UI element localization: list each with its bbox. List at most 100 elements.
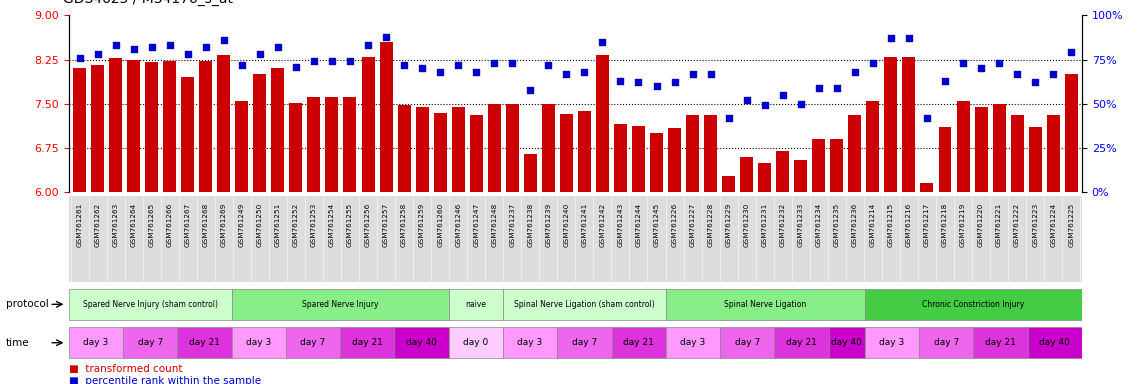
Point — [1008, 71, 1026, 77]
Text: GSM761221: GSM761221 — [996, 203, 1002, 247]
Text: GSM761236: GSM761236 — [852, 203, 858, 247]
Text: GSM761258: GSM761258 — [401, 203, 408, 247]
Point — [305, 58, 323, 65]
Text: day 7: day 7 — [137, 338, 163, 347]
Text: day 0: day 0 — [464, 338, 489, 347]
Text: GSM761248: GSM761248 — [491, 203, 497, 247]
Text: GSM761216: GSM761216 — [906, 203, 911, 247]
Point — [719, 115, 737, 121]
Point — [918, 115, 937, 121]
Point — [467, 69, 485, 75]
Bar — [488, 104, 500, 192]
Bar — [578, 111, 591, 192]
Text: GSM761227: GSM761227 — [689, 203, 695, 247]
Point — [88, 51, 106, 57]
Bar — [231, 327, 286, 358]
Text: GSM761265: GSM761265 — [149, 203, 155, 247]
Text: GSM761233: GSM761233 — [798, 203, 804, 247]
Point — [684, 71, 702, 77]
Bar — [127, 60, 140, 192]
Text: GSM761254: GSM761254 — [329, 203, 335, 247]
Bar — [416, 107, 428, 192]
Text: GSM761222: GSM761222 — [1014, 203, 1020, 247]
Point — [449, 62, 467, 68]
Point — [756, 103, 774, 109]
Text: protocol: protocol — [6, 299, 48, 310]
Bar — [253, 74, 267, 192]
Point — [702, 71, 720, 77]
Point — [882, 35, 900, 41]
Bar — [218, 55, 230, 192]
Text: GSM761253: GSM761253 — [311, 203, 317, 247]
Point — [232, 62, 251, 68]
Point — [630, 79, 648, 86]
Point — [431, 69, 449, 75]
Text: GSM761269: GSM761269 — [221, 203, 227, 247]
Text: Chronic Constriction Injury: Chronic Constriction Injury — [923, 300, 1025, 309]
Text: GSM761256: GSM761256 — [365, 203, 371, 247]
Text: GSM761239: GSM761239 — [545, 203, 551, 247]
Bar — [286, 327, 340, 358]
Text: GSM761240: GSM761240 — [563, 203, 569, 247]
Point — [737, 97, 756, 103]
Text: day 21: day 21 — [985, 338, 1016, 347]
Bar — [666, 289, 864, 320]
Bar — [864, 289, 1082, 320]
Point — [593, 39, 611, 45]
Bar — [558, 327, 611, 358]
Point — [503, 60, 521, 66]
Bar — [344, 97, 356, 192]
Point — [485, 60, 504, 66]
Text: GSM761261: GSM761261 — [77, 203, 82, 247]
Text: GSM761243: GSM761243 — [617, 203, 623, 247]
Bar — [848, 116, 861, 192]
Bar — [973, 327, 1028, 358]
Point — [575, 69, 593, 75]
Bar — [271, 68, 284, 192]
Point — [900, 35, 918, 41]
Point — [791, 101, 810, 107]
Text: GSM761249: GSM761249 — [239, 203, 245, 247]
Text: GSM761220: GSM761220 — [978, 203, 984, 247]
Bar — [776, 151, 789, 192]
Bar — [362, 56, 374, 192]
Point — [539, 62, 558, 68]
Text: GSM761255: GSM761255 — [347, 203, 353, 247]
Point — [269, 44, 287, 50]
Point — [395, 62, 413, 68]
Text: GSM761250: GSM761250 — [256, 203, 263, 247]
Bar — [611, 327, 666, 358]
Bar — [503, 327, 558, 358]
Bar — [722, 175, 735, 192]
Point — [935, 78, 954, 84]
Bar — [956, 101, 970, 192]
Text: GSM761266: GSM761266 — [167, 203, 173, 247]
Bar — [177, 327, 231, 358]
Bar — [69, 289, 231, 320]
Text: day 3: day 3 — [879, 338, 905, 347]
Text: GSM761214: GSM761214 — [870, 203, 876, 247]
Text: day 21: day 21 — [787, 338, 818, 347]
Bar — [199, 61, 212, 192]
Text: GSM761267: GSM761267 — [184, 203, 191, 247]
Point — [863, 60, 882, 66]
Bar — [181, 77, 195, 192]
Point — [611, 78, 630, 84]
Point — [990, 60, 1009, 66]
Bar — [340, 327, 394, 358]
Text: day 7: day 7 — [735, 338, 760, 347]
Text: GSM761245: GSM761245 — [654, 203, 660, 247]
Bar — [919, 327, 973, 358]
Text: GSM761247: GSM761247 — [473, 203, 480, 247]
Text: day 40: day 40 — [406, 338, 437, 347]
Bar — [449, 289, 503, 320]
Text: GSM761238: GSM761238 — [528, 203, 534, 247]
Text: Spared Nerve Injury: Spared Nerve Injury — [302, 300, 378, 309]
Point — [70, 55, 88, 61]
Text: GSM761225: GSM761225 — [1068, 203, 1074, 247]
Text: day 21: day 21 — [352, 338, 382, 347]
Point — [323, 58, 341, 65]
Bar — [993, 104, 1005, 192]
Bar — [542, 104, 555, 192]
Text: GSM761232: GSM761232 — [780, 203, 785, 247]
